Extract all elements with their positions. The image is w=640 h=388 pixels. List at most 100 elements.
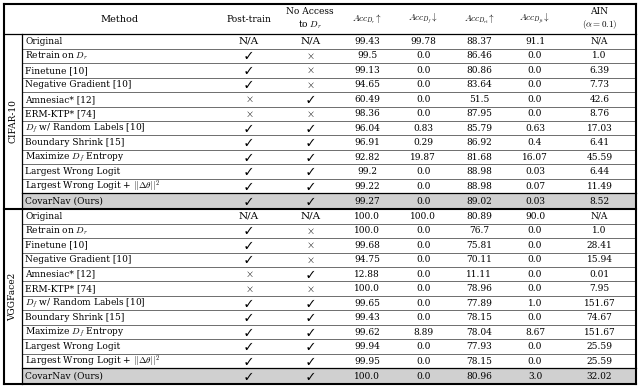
Text: 80.86: 80.86 [466,66,492,75]
Text: 0.0: 0.0 [416,372,430,381]
Text: 90.0: 90.0 [525,212,545,221]
Text: 99.5: 99.5 [357,51,378,60]
Text: 78.04: 78.04 [466,328,492,337]
Text: 0.0: 0.0 [416,270,430,279]
Text: $\checkmark$: $\checkmark$ [305,298,315,309]
Text: 99.65: 99.65 [354,299,380,308]
Text: 80.89: 80.89 [466,212,492,221]
Text: 28.41: 28.41 [587,241,612,250]
Text: $\checkmark$: $\checkmark$ [244,298,253,309]
Text: Original: Original [25,37,62,46]
Text: Retrain on $D_r$: Retrain on $D_r$ [25,50,88,62]
Text: 6.39: 6.39 [589,66,609,75]
Text: 77.89: 77.89 [466,299,492,308]
Text: $Acc_{D_f}\!\downarrow$: $Acc_{D_f}\!\downarrow$ [408,12,438,26]
Text: 0.0: 0.0 [528,255,542,264]
Text: 70.11: 70.11 [466,255,492,264]
Text: 6.41: 6.41 [589,138,609,147]
Text: 0.29: 0.29 [413,138,433,147]
Text: 0.83: 0.83 [413,124,433,133]
Text: $\checkmark$: $\checkmark$ [305,269,315,280]
Text: 86.92: 86.92 [466,138,492,147]
Text: $\checkmark$: $\checkmark$ [305,356,315,367]
Text: 0.0: 0.0 [528,66,542,75]
Text: $\checkmark$: $\checkmark$ [305,152,315,163]
Text: 99.62: 99.62 [355,328,380,337]
Text: 0.0: 0.0 [416,299,430,308]
Text: 96.91: 96.91 [355,138,380,147]
Text: Original: Original [25,212,62,221]
Text: 0.0: 0.0 [528,51,542,60]
Text: AIN
$(\alpha=0.1)$: AIN $(\alpha=0.1)$ [582,7,618,31]
Text: $\checkmark$: $\checkmark$ [305,181,315,192]
Text: Amnesiac* [12]: Amnesiac* [12] [25,95,95,104]
Text: Amnesiac* [12]: Amnesiac* [12] [25,270,95,279]
Text: $Acc_{D_r}\!\uparrow$: $Acc_{D_r}\!\uparrow$ [353,12,382,26]
Text: 94.75: 94.75 [354,255,380,264]
Text: $\checkmark$: $\checkmark$ [244,65,253,76]
Text: 6.44: 6.44 [589,167,609,176]
Text: 99.27: 99.27 [355,197,380,206]
Text: 0.0: 0.0 [528,284,542,293]
Text: No Access
to $D_r$: No Access to $D_r$ [287,7,334,31]
Text: 0.63: 0.63 [525,124,545,133]
Text: $\checkmark$: $\checkmark$ [305,312,315,323]
Text: Post-train: Post-train [227,14,271,24]
Text: 74.67: 74.67 [587,313,612,322]
Text: 16.07: 16.07 [522,153,548,162]
Text: CovarNav (Ours): CovarNav (Ours) [25,372,103,381]
Text: 0.0: 0.0 [528,95,542,104]
Text: 81.68: 81.68 [466,153,492,162]
Text: CovarNav (Ours): CovarNav (Ours) [25,197,103,206]
Text: $\checkmark$: $\checkmark$ [244,50,253,61]
Text: 0.0: 0.0 [416,342,430,351]
Text: $Acc_{D_{ft}}\!\downarrow$: $Acc_{D_{ft}}\!\downarrow$ [520,12,550,26]
Text: N/A: N/A [300,212,320,221]
Text: 0.07: 0.07 [525,182,545,191]
Text: 89.02: 89.02 [466,197,492,206]
Text: 45.59: 45.59 [586,153,612,162]
Text: 15.94: 15.94 [586,255,612,264]
Text: $\checkmark$: $\checkmark$ [244,254,253,265]
Text: $\checkmark$: $\checkmark$ [244,137,253,148]
Text: $\checkmark$: $\checkmark$ [244,123,253,134]
Text: ERM-KTP* [74]: ERM-KTP* [74] [25,284,95,293]
Text: Largest Wrong Logit + $||\Delta\theta||^2$: Largest Wrong Logit + $||\Delta\theta||^… [25,178,160,194]
Text: 100.0: 100.0 [355,284,380,293]
Text: $\checkmark$: $\checkmark$ [305,327,315,338]
Text: Method: Method [100,14,138,24]
Text: $\times$: $\times$ [306,109,314,119]
Text: 7.95: 7.95 [589,284,610,293]
Text: Finetune [10]: Finetune [10] [25,66,88,75]
Text: 77.93: 77.93 [466,342,492,351]
Text: 99.68: 99.68 [355,241,380,250]
Text: Negative Gradient [10]: Negative Gradient [10] [25,80,131,89]
Text: $\checkmark$: $\checkmark$ [305,196,315,207]
Bar [22,369,636,384]
Text: 87.95: 87.95 [466,109,492,118]
Text: $\checkmark$: $\checkmark$ [244,327,253,338]
Text: 42.6: 42.6 [589,95,609,104]
Text: 99.43: 99.43 [355,37,380,46]
Text: $\times$: $\times$ [244,109,253,119]
Text: Maximize $D_f$ Entropy: Maximize $D_f$ Entropy [25,326,124,339]
Text: 8.52: 8.52 [589,197,609,206]
Text: N/A: N/A [591,212,608,221]
Text: Largest Wrong Logit: Largest Wrong Logit [25,342,120,351]
Text: $\checkmark$: $\checkmark$ [305,371,315,382]
Text: VGGFace2: VGGFace2 [8,272,17,320]
Text: $\times$: $\times$ [244,269,253,279]
Text: $\times$: $\times$ [306,284,314,294]
Text: 88.98: 88.98 [466,167,492,176]
Text: $\checkmark$: $\checkmark$ [244,79,253,90]
Text: 0.0: 0.0 [416,357,430,365]
Text: $\times$: $\times$ [306,226,314,236]
Text: 0.03: 0.03 [525,197,545,206]
Text: 0.0: 0.0 [416,66,430,75]
Text: 1.0: 1.0 [592,51,607,60]
Text: 86.46: 86.46 [466,51,492,60]
Text: 7.73: 7.73 [589,80,609,89]
Text: $\checkmark$: $\checkmark$ [305,341,315,352]
Text: 91.1: 91.1 [525,37,545,46]
Text: 151.67: 151.67 [584,328,616,337]
